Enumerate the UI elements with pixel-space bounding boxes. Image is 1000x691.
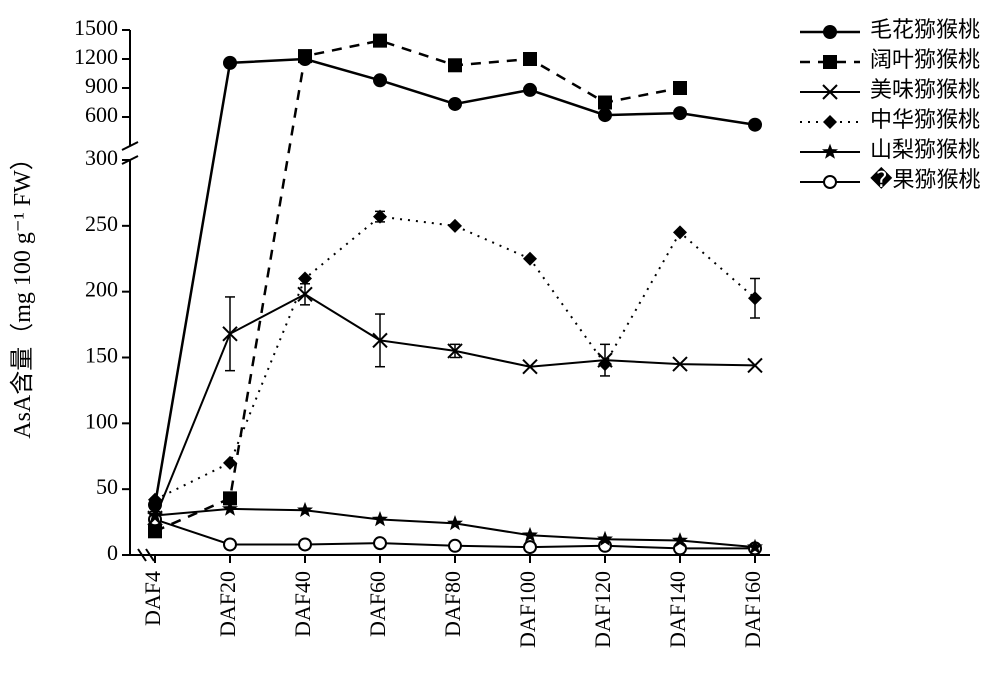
y-tick-label: 200 [85,277,118,302]
x-tick-label: DAF60 [365,571,390,637]
chart-svg: 0 50 100 150 200 250 300 600 900 1200 1500 DAF4 DAF2… [0,0,1000,691]
legend-label: 山梨猕猴桃 [870,137,980,162]
legend-item: 阔叶猕猴桃 [800,47,980,72]
chart-container: 0 50 100 150 200 250 300 600 900 1200 1500 DAF4 DAF2… [0,0,1000,691]
x-tick-label: DAF100 [515,571,540,648]
legend-label: 中华猕猴桃 [870,107,980,132]
x-tick-label: DAF160 [740,571,765,648]
y-tick-label: 600 [85,102,118,127]
legend-item: 毛花猕猴桃 [800,17,980,42]
series-maohua [148,52,762,512]
y-tick-label: 150 [85,343,118,368]
series-meiwei [148,284,762,525]
x-tick-label: DAF140 [665,571,690,648]
x-tick-label: DAF4 [140,571,165,626]
legend-label: 毛花猕猴桃 [870,17,980,42]
y-axis-label: AsA含量（mg 100 g⁻¹ FW） [9,146,36,439]
y-tick-label: 300 [85,145,118,170]
legend-label: �果猕猴桃 [870,166,981,192]
x-tick-label: DAF120 [590,571,615,648]
legend-label: 阔叶猕猴桃 [870,47,980,72]
x-tick-label: DAF20 [215,571,240,637]
legend-item: 中华猕猴桃 [800,107,980,132]
y-tick-label: 1200 [74,44,118,69]
y-tick-label: 100 [85,408,118,433]
y-tick-label: 250 [85,211,118,236]
y-tick-label: 0 [107,540,118,565]
legend: 毛花猕猴桃阔叶猕猴桃美味猕猴桃中华猕猴桃山梨猕猴桃 �果猕猴桃 [800,17,981,192]
y-tick-label: 50 [96,474,118,499]
x-tick-label: DAF80 [440,571,465,637]
legend-item: 美味猕猴桃 [800,77,980,102]
x-tick-label: DAF40 [290,571,315,637]
y-tick-label: 1500 [74,15,118,40]
legend-item: 山梨猕猴桃 [800,137,980,162]
legend-item: �果猕猴桃 [800,166,981,192]
y-tick-label: 900 [85,73,118,98]
legend-label: 美味猕猴桃 [870,77,980,102]
